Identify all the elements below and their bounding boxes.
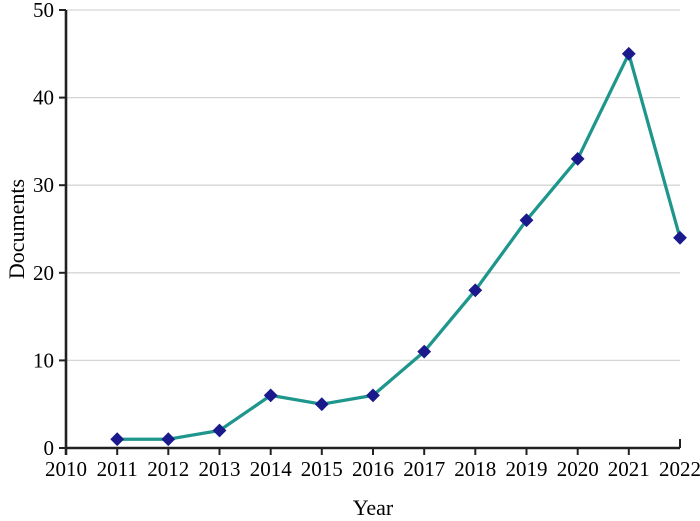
x-tick-label: 2013 bbox=[199, 457, 241, 481]
y-tick-label: 20 bbox=[33, 261, 54, 285]
x-tick-label: 2020 bbox=[557, 457, 599, 481]
data-point bbox=[366, 388, 380, 403]
data-point bbox=[161, 432, 176, 447]
x-tick-label: 2018 bbox=[454, 457, 496, 481]
x-tick-label: 2015 bbox=[301, 457, 343, 481]
x-axis-title: Year bbox=[353, 495, 394, 520]
x-tick-label: 2017 bbox=[403, 457, 445, 481]
x-tick-label: 2019 bbox=[506, 457, 548, 481]
data-point bbox=[570, 151, 585, 166]
data-point bbox=[314, 397, 329, 412]
data-point bbox=[212, 423, 227, 438]
x-tick-label: 2012 bbox=[147, 457, 189, 481]
y-tick-label: 50 bbox=[33, 0, 54, 22]
data-point bbox=[621, 46, 636, 61]
x-tick-label: 2014 bbox=[250, 457, 293, 481]
y-tick-label: 0 bbox=[44, 436, 55, 460]
y-tick-label: 30 bbox=[33, 173, 54, 197]
data-point bbox=[519, 213, 534, 228]
data-point bbox=[673, 230, 687, 245]
data-point bbox=[417, 344, 432, 359]
y-tick-label: 40 bbox=[33, 86, 54, 110]
x-tick-label: 2021 bbox=[608, 457, 650, 481]
y-axis-title: Documents bbox=[4, 179, 29, 279]
x-tick-label: 2011 bbox=[97, 457, 138, 481]
data-point bbox=[110, 432, 125, 447]
trend-line bbox=[115, 52, 682, 441]
x-tick-label: 2016 bbox=[352, 457, 394, 481]
x-tick-label: 2010 bbox=[45, 457, 87, 481]
y-tick-label: 10 bbox=[33, 348, 54, 372]
x-tick-label: 2022 bbox=[659, 457, 700, 481]
data-point bbox=[263, 388, 278, 403]
data-point bbox=[468, 283, 483, 298]
